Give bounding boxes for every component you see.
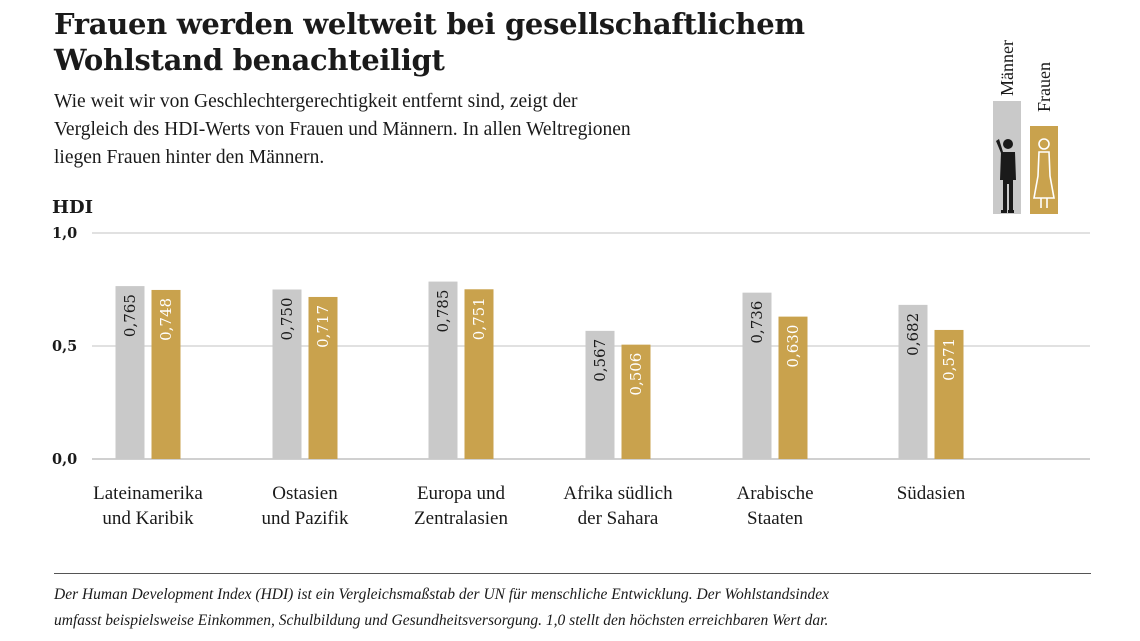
footnote-line: umfasst beispielsweise Einkommen, Schulb…	[54, 612, 829, 629]
legend-men-label: Männer	[997, 40, 1017, 96]
y-tick-label: 0,5	[52, 338, 77, 355]
bar-value-label: 0,682	[904, 313, 922, 356]
chart-subtitle: Wie weit wir von Geschlechtergerechtigke…	[54, 88, 814, 172]
bar-value-label: 0,506	[627, 353, 645, 396]
hdi-bar-chart: HDI 0,0 0,5 1,0 0,765 0,750 0,785 0,567 0,736 0,6…	[52, 197, 1090, 529]
bar-value-label: 0,751	[470, 297, 488, 340]
subtitle-line: Vergleich des HDI-Werts von Frauen und M…	[54, 119, 631, 140]
bar-value-label: 0,717	[314, 305, 332, 348]
bar-value-label: 0,630	[784, 325, 802, 368]
bar-women	[621, 344, 651, 459]
bar-men	[585, 330, 615, 459]
bar-men	[742, 292, 772, 459]
bar-value-label: 0,567	[591, 339, 609, 382]
bar-men	[898, 304, 928, 459]
y-tick-label: 0,0	[52, 451, 77, 468]
category-label: Südasien	[897, 483, 966, 504]
bar-women	[778, 316, 808, 459]
bar-women	[308, 296, 338, 459]
legend-women: Frauen	[1030, 0, 1060, 220]
bar-women	[151, 289, 181, 459]
legend-women-swatch	[1030, 126, 1058, 214]
legend-women-label: Frauen	[1034, 62, 1054, 112]
bar-value-label: 0,571	[940, 338, 958, 381]
category-label: Europa und	[417, 483, 506, 504]
category-label: Lateinamerika	[93, 483, 203, 504]
bar-value-label: 0,748	[157, 298, 175, 341]
woman-figure-icon	[1033, 138, 1055, 208]
chart-title: Frauen werden weltweit bei gesellschaftl…	[54, 6, 954, 78]
legend-men: Männer	[993, 0, 1023, 220]
footnote-divider	[54, 573, 1091, 574]
y-tick-label: 1,0	[52, 225, 77, 242]
category-label: Staaten	[747, 508, 803, 529]
man-figure-icon	[996, 139, 1016, 213]
category-label: Zentralasien	[414, 508, 508, 529]
footnote: Der Human Development Index (HDI) ist ei…	[54, 582, 1114, 634]
subtitle-line: Wie weit wir von Geschlechtergerechtigke…	[54, 91, 578, 112]
bar-women	[934, 329, 964, 459]
subtitle-line: liegen Frauen hinter den Männern.	[54, 147, 325, 168]
bar-value-label: 0,785	[434, 290, 452, 333]
bar-value-label: 0,736	[748, 301, 766, 344]
y-axis-label: HDI	[52, 197, 93, 218]
bar-value-label: 0,750	[278, 298, 296, 341]
title-line: Frauen werden weltweit bei gesellschaftl…	[54, 7, 805, 41]
bar-women	[464, 289, 494, 459]
bar-men	[272, 289, 302, 459]
category-label: und Karibik	[102, 508, 194, 529]
bar-men	[428, 281, 458, 459]
category-label: Afrika südlich	[563, 483, 673, 504]
category-label: der Sahara	[578, 508, 659, 529]
bar-men	[115, 286, 145, 459]
title-line: Wohlstand benachteiligt	[54, 43, 445, 77]
footnote-line: Der Human Development Index (HDI) ist ei…	[54, 586, 829, 603]
category-label: Ostasien	[272, 483, 338, 504]
category-label: und Pazifik	[261, 508, 349, 529]
category-label: Arabische	[736, 483, 813, 504]
bar-value-label: 0,765	[121, 294, 139, 337]
